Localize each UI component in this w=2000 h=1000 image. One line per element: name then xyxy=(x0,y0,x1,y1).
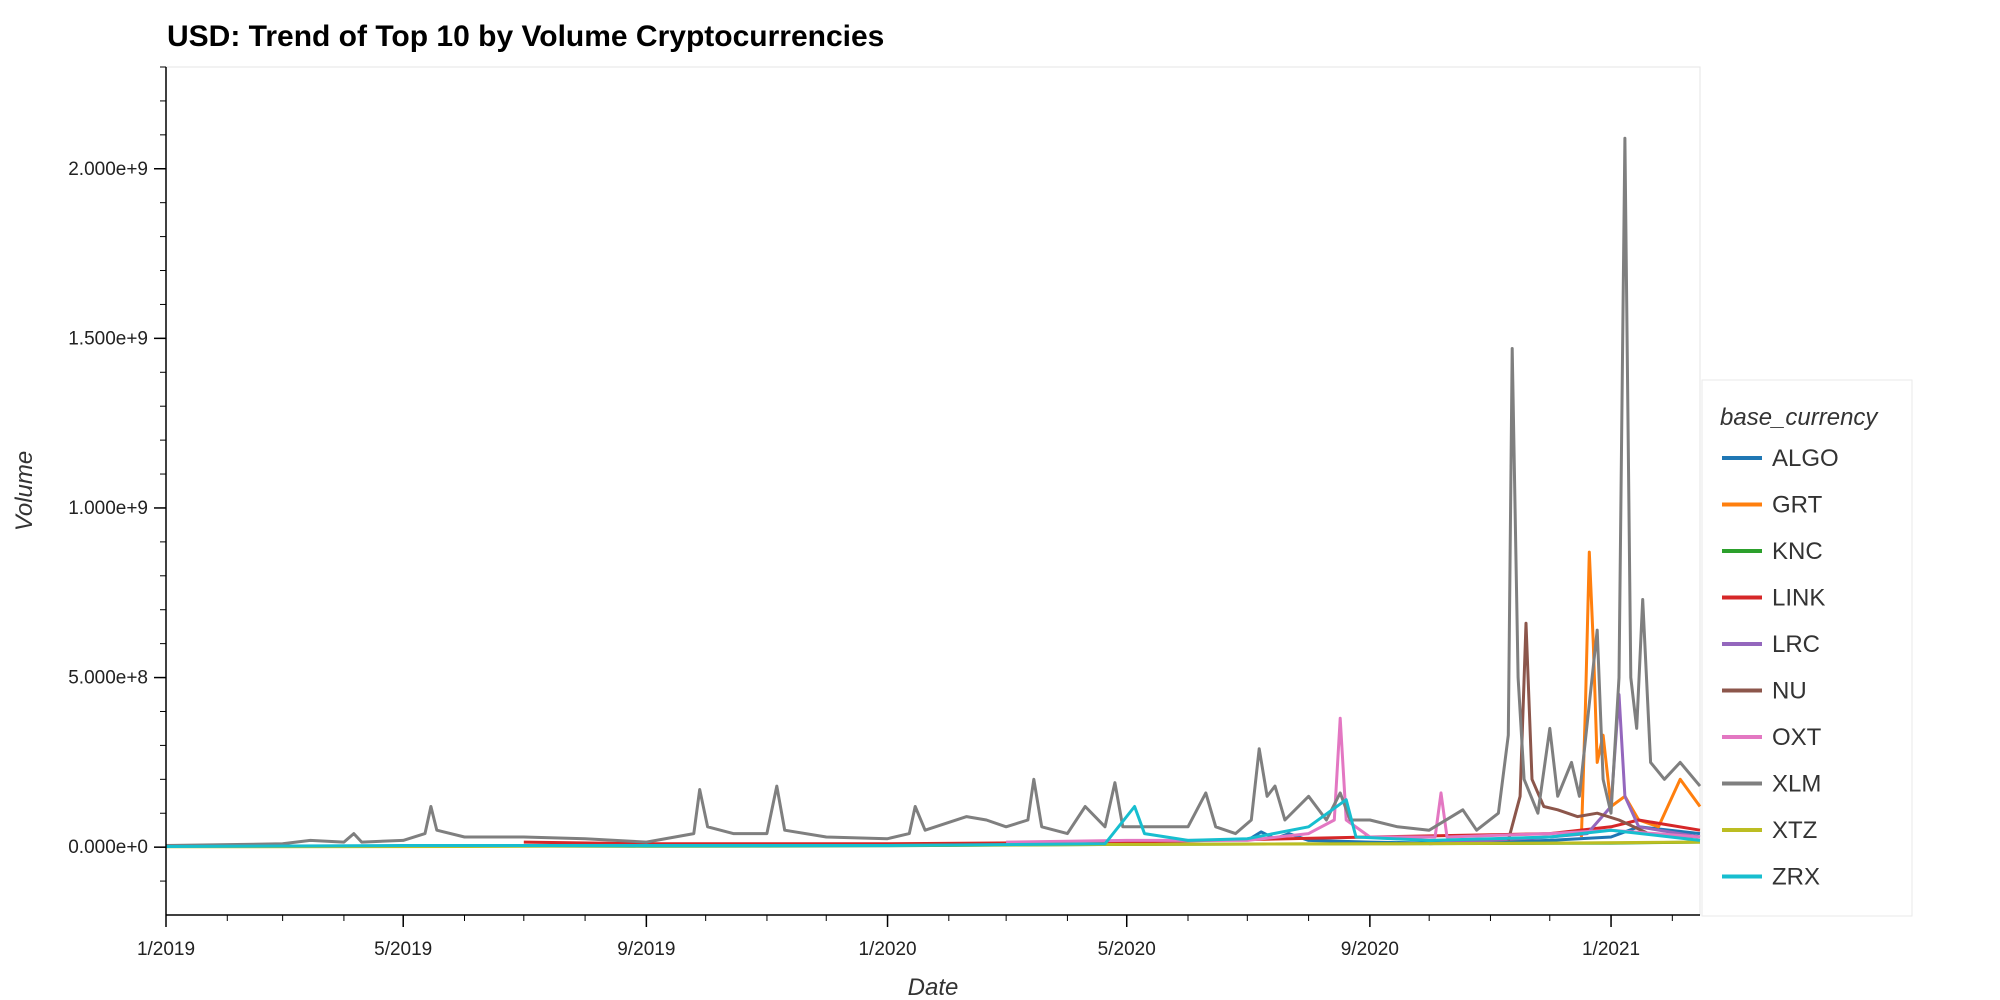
legend-item-xtz: XTZ xyxy=(1772,817,1817,844)
y-tick-label: 1.000e+9 xyxy=(68,498,148,519)
legend-item-oxt: OXT xyxy=(1772,724,1822,751)
legend-item-algo: ALGO xyxy=(1772,445,1839,472)
x-tick-label: 9/2020 xyxy=(1341,939,1399,960)
plot-area xyxy=(165,66,1701,916)
x-tick-label: 1/2020 xyxy=(858,939,916,960)
legend-item-grt: GRT xyxy=(1772,492,1823,519)
series-line-grt xyxy=(1579,550,1702,838)
y-tick-label: 0.000e+0 xyxy=(68,837,148,858)
y-tick-label: 1.500e+9 xyxy=(68,328,148,349)
legend-item-knc: KNC xyxy=(1772,538,1823,565)
legend-title: base_currency xyxy=(1720,404,1879,431)
legend-item-zrx: ZRX xyxy=(1772,864,1820,891)
x-tick-label: 5/2019 xyxy=(374,939,432,960)
x-tick-label: 1/2021 xyxy=(1582,939,1640,960)
legend-item-xlm: XLM xyxy=(1772,771,1821,798)
x-tick-label: 9/2019 xyxy=(617,939,675,960)
legend-item-link: LINK xyxy=(1772,585,1825,612)
x-tick-label: 1/2019 xyxy=(137,939,195,960)
y-axis-label: Volume xyxy=(11,451,38,531)
y-tick-label: 5.000e+8 xyxy=(68,668,148,689)
series-line-oxt xyxy=(1006,716,1701,844)
legend-box xyxy=(1701,379,1913,917)
series-line-zrx xyxy=(165,798,1701,848)
series-line-nu xyxy=(1506,621,1701,841)
x-tick-label: 5/2020 xyxy=(1098,939,1156,960)
y-tick-label: 2.000e+9 xyxy=(68,159,148,180)
legend-item-nu: NU xyxy=(1772,678,1807,705)
x-axis-label: Date xyxy=(908,974,959,1000)
series-line-xlm xyxy=(165,136,1702,847)
chart-title: USD: Trend of Top 10 by Volume Cryptocur… xyxy=(167,20,885,53)
legend-item-lrc: LRC xyxy=(1772,631,1820,658)
